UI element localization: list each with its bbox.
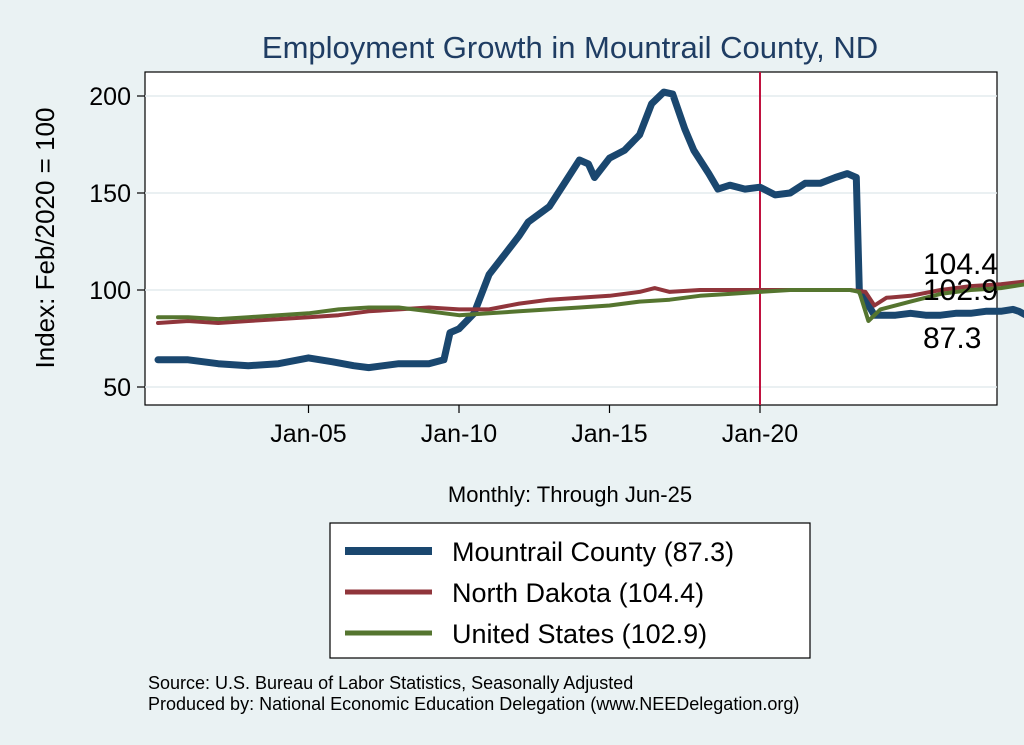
legend-label: United States (102.9): [452, 619, 707, 649]
y-tick-label: 200: [89, 83, 131, 111]
series-line: [156, 279, 1024, 325]
producer-note: Produced by: National Economic Education…: [148, 694, 799, 714]
chart-title: Employment Growth in Mountrail County, N…: [262, 30, 878, 65]
legend-label: Mountrail County (87.3): [452, 537, 734, 567]
x-tick-label: Jan-20: [722, 420, 798, 448]
x-tick-label: Jan-15: [571, 420, 647, 448]
end-value-label: 87.3: [923, 322, 981, 355]
series-lines: [154, 88, 1024, 372]
x-axis-label: Monthly: Through Jun-25: [448, 482, 692, 507]
y-tick-label: 100: [89, 277, 131, 305]
y-axis: 50 100 150 200: [89, 83, 145, 402]
series-line: [156, 282, 1024, 323]
end-value-label: 104.4: [923, 248, 998, 281]
legend-label: North Dakota (104.4): [452, 578, 704, 608]
x-tick-label: Jan-10: [421, 420, 497, 448]
plot-area: [144, 71, 998, 406]
y-tick-label: 50: [103, 374, 131, 402]
series-line: [154, 88, 1024, 372]
source-note: Source: U.S. Bureau of Labor Statistics,…: [148, 673, 633, 693]
legend-items: Mountrail County (87.3) North Dakota (104…: [345, 537, 734, 649]
y-tick-label: 150: [89, 180, 131, 208]
end-value-label: 102.9: [923, 274, 998, 307]
y-axis-label: Index: Feb/2020 = 100: [30, 108, 60, 369]
x-tick-label: Jan-05: [270, 420, 346, 448]
x-axis: Jan-05 Jan-10 Jan-15 Jan-20: [270, 405, 798, 448]
